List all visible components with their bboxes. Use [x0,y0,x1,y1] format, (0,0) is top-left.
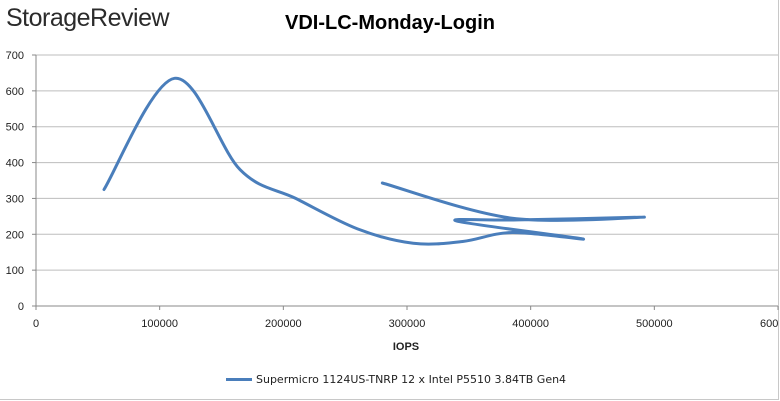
axes [32,54,779,310]
y-tick-label-700: 700 [6,50,24,62]
x-tick-label-6: 600 [760,318,778,330]
y-tick-label-200: 200 [6,229,24,241]
y-tick-label-0: 0 [18,301,24,313]
brand-logo: StorageReview [6,4,170,32]
y-tick-label-500: 500 [6,122,24,134]
gridlines [36,54,778,271]
legend-label: Supermicro 1124US-TNRP 12 x Intel P5510 … [256,372,567,386]
series-line-0 [102,76,646,246]
x-tick-labels: 0 100000 200000 300000 400000 500000 600 [33,318,778,330]
x-tick-label-0: 0 [33,318,39,330]
y-tick-labels: 0 100 200 300 400 500 600 700 [6,50,24,313]
legend: Supermicro 1124US-TNRP 12 x Intel P5510 … [226,371,566,387]
series-group [102,76,646,246]
chart-title-text: VDI-LC-Monday-Login [285,12,495,34]
y-tick-label-400: 400 [6,158,24,170]
x-tick-label-5: 500000 [636,318,673,330]
chart-title: VDI-LC-Monday-Login [0,12,780,35]
x-tick-label-2: 200000 [265,318,302,330]
y-tick-label-100: 100 [6,265,24,277]
y-tick-label-600: 600 [6,86,24,98]
legend-swatch [226,377,252,381]
x-tick-label-4: 400000 [512,318,549,330]
x-axis-label: IOPS [393,341,419,353]
y-tick-label-300: 300 [6,193,24,205]
x-tick-label-3: 300000 [389,318,426,330]
x-tick-label-1: 100000 [141,318,178,330]
